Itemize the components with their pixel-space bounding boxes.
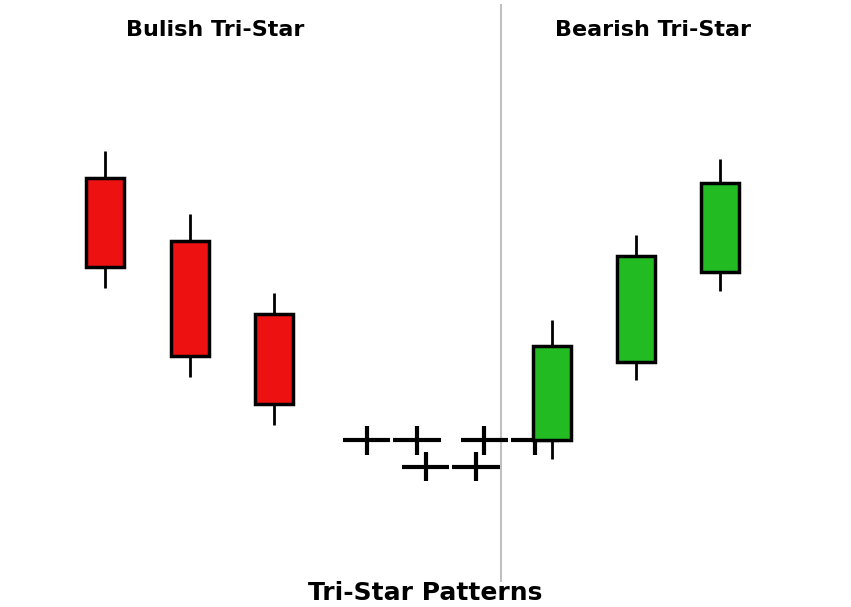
Bar [170,241,208,356]
Bar [617,257,655,362]
Text: Bearish Tri-Star: Bearish Tri-Star [555,21,751,41]
Bar [701,183,740,272]
Bar [254,314,293,404]
Text: Bulish Tri-Star: Bulish Tri-Star [126,21,304,41]
Bar [86,178,124,267]
Bar [533,346,571,441]
Text: Tri-Star Patterns: Tri-Star Patterns [308,581,543,605]
